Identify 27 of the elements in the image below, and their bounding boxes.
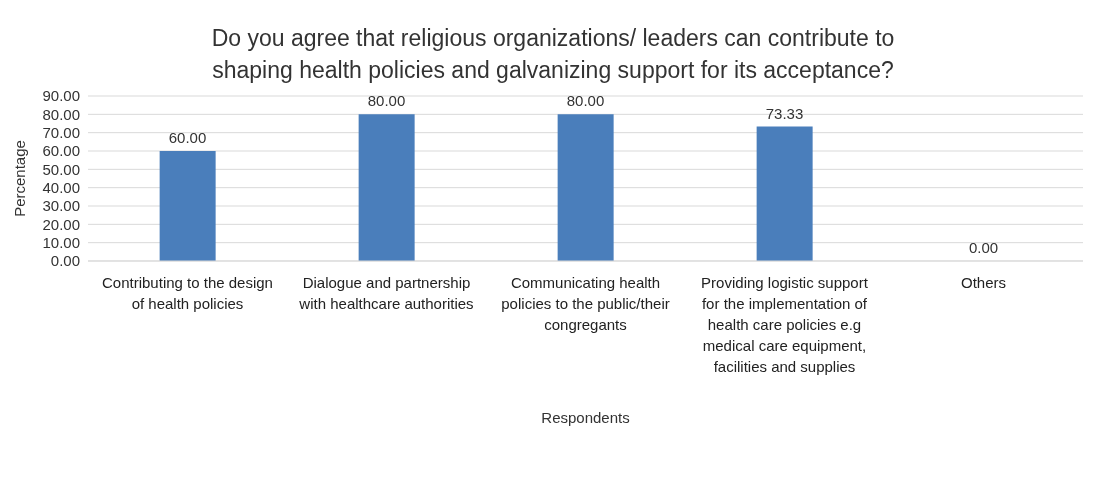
y-tick-label: 30.00 [42, 197, 80, 215]
y-tick-label: 50.00 [42, 160, 80, 178]
x-tick-label: Contributing to the design of health policies [102, 273, 273, 312]
chart-title: Do you agree that religious organizations/ leaders can contribute to shaping health policies and galvanizing support for its acceptance? [210, 24, 896, 85]
data-label: 80.00 [566, 92, 605, 110]
y-tick-label: 0.00 [50, 252, 80, 270]
y-tick-label: 20.00 [42, 215, 80, 233]
data-label: 0.00 [968, 239, 999, 256]
x-axis-title: Respondents [541, 409, 630, 426]
x-tick-label: Providing logistic support for the implementation of health care policies e.g medical care equipment, facilities and supplies [701, 273, 869, 375]
x-tick-label: Others [960, 273, 1007, 291]
y-tick-label: 70.00 [42, 123, 80, 141]
x-tick-label: Communicating health policies to the public/their congregants [501, 273, 670, 333]
x-tick-label: Dialogue and partnership with healthcare authorities [298, 273, 474, 312]
data-label: 73.33 [765, 104, 804, 122]
y-tick-label: 60.00 [42, 142, 80, 160]
y-tick-label: 90.00 [42, 87, 80, 105]
y-axis-title: Percentage [11, 140, 29, 217]
bar [358, 114, 415, 261]
y-tick-label: 80.00 [42, 105, 80, 123]
y-tick-label: 40.00 [42, 178, 80, 196]
data-label: 60.00 [168, 129, 207, 146]
y-tick-label: 10.00 [42, 233, 80, 251]
bar [159, 151, 216, 261]
bar [557, 114, 614, 261]
data-label: 80.00 [367, 92, 406, 110]
bar [756, 126, 813, 261]
